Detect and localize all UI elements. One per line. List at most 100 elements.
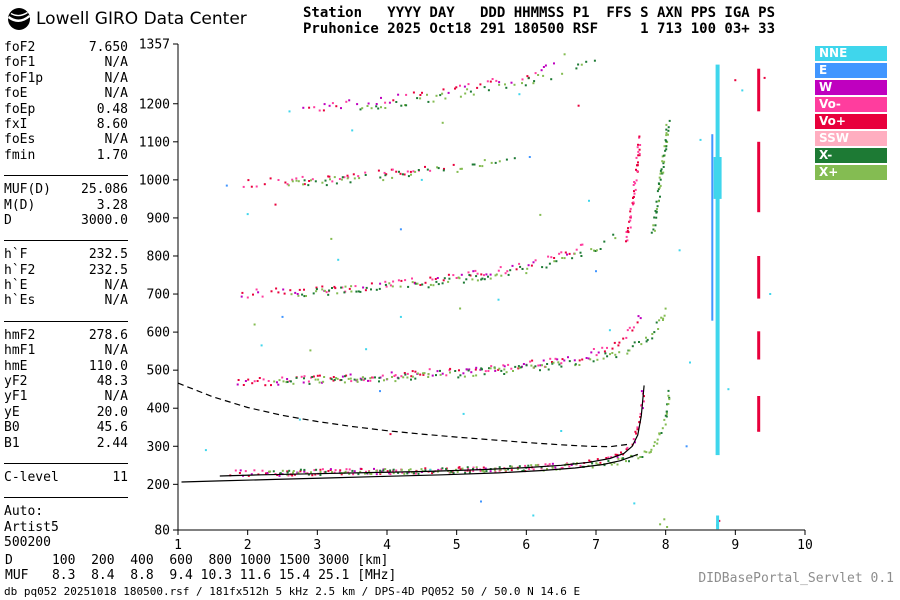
- x-tick-label: 2: [244, 538, 252, 553]
- series-f1hop-o-trace: [229, 390, 645, 477]
- parameter-row: yE 20.0: [4, 405, 128, 420]
- y-tick-label: 1357: [139, 38, 170, 53]
- parameter-value: N/A: [104, 343, 128, 359]
- distance-row: D 100 200 400 600 800 1000 1500 3000 [km…: [5, 553, 389, 568]
- series-rfi-nne-blob: [713, 157, 722, 199]
- plot-axes: [177, 44, 805, 531]
- y-tick-label: 500: [147, 364, 170, 379]
- series-f3hop-o-trace: [240, 243, 584, 299]
- y-tick-label: 800: [147, 249, 170, 264]
- x-tick-label: 5: [453, 538, 461, 553]
- series-muf-transmission-curve: [177, 382, 631, 448]
- x-tick-label: 7: [592, 538, 600, 553]
- series-f1hop-x-trace: [268, 389, 671, 476]
- x-tick-label: 10: [797, 538, 813, 553]
- parameter-value: 45.6: [96, 420, 128, 436]
- series-rfi-nne-main: [715, 64, 720, 456]
- legend-item: Vo-: [815, 97, 887, 112]
- series-trace-fit-line: [219, 385, 645, 477]
- lowell-logo-icon: [6, 6, 32, 32]
- x-tick-label: 4: [383, 538, 391, 553]
- parameter-row: foEs N/A: [4, 132, 128, 147]
- parameter-value: 278.6: [88, 327, 128, 343]
- parameter-label: h`Es: [4, 293, 36, 309]
- parameter-sidebar: foF2 7.650 foF1 N/A foF1p N/A foE N/A fo…: [4, 40, 128, 551]
- parameter-value: 48.3: [96, 374, 128, 390]
- parameter-value: 3000.0: [81, 212, 128, 228]
- autoscaling-line: 500200: [4, 535, 51, 551]
- y-tick-label: 300: [147, 440, 170, 455]
- legend-item: X-: [815, 148, 887, 163]
- parameter-label: foF2: [4, 40, 36, 55]
- series-noise-vo: [274, 76, 766, 527]
- series-f5hop-x-trace: [359, 59, 596, 111]
- series-rfi-vo-seg5: [757, 396, 761, 432]
- parameter-label: B0: [4, 420, 20, 436]
- parameter-label: D: [4, 212, 12, 228]
- x-tick-label: 1: [174, 538, 182, 553]
- parameter-row: D 3000.0: [4, 212, 128, 242]
- series-cusp-spread-o: [625, 135, 642, 243]
- parameter-label: foEp: [4, 101, 36, 117]
- parameter-row: h`Es N/A: [4, 293, 128, 322]
- parameter-row: hmF1 N/A: [4, 343, 128, 358]
- parameter-row: yF2 48.3: [4, 374, 128, 389]
- parameter-label: yF1: [4, 389, 28, 405]
- series-noise-x: [253, 53, 669, 528]
- d-muf-table: D 100 200 400 600 800 1000 1500 3000 [km…: [5, 553, 396, 583]
- legend-item: X+: [815, 165, 887, 180]
- parameter-value: 1.70: [96, 147, 128, 163]
- parameter-row: foF1 N/A: [4, 55, 128, 70]
- legend-item: Vo+: [815, 114, 887, 129]
- series-f5hop-o-trace: [302, 62, 555, 112]
- parameter-label: M(D): [4, 197, 36, 213]
- parameter-label: B1: [4, 435, 20, 451]
- parameter-label: yF2: [4, 374, 28, 390]
- series-f4hop-o-trace: [242, 163, 455, 188]
- parameter-value: 3.28: [96, 197, 128, 213]
- series-profile-line: [181, 453, 639, 483]
- parameter-label: h`E: [4, 278, 28, 294]
- parameter-value: 232.5: [88, 247, 128, 263]
- series-rfi-vo-seg3: [757, 256, 761, 299]
- parameter-label: MUF(D): [4, 182, 51, 198]
- parameter-label: h`F2: [4, 262, 36, 278]
- parameter-row: foF1p N/A: [4, 71, 128, 86]
- station-header-row: Station YYYY DAY DDD HHMMSS P1 FFS S AXN…: [303, 5, 776, 21]
- parameter-label: fxI: [4, 116, 28, 132]
- parameter-label: foF1: [4, 55, 36, 71]
- parameter-row: hmF2 278.6: [4, 328, 128, 343]
- parameter-row: h`F2 232.5: [4, 263, 128, 278]
- parameter-row: M(D) 3.28: [4, 198, 128, 213]
- parameter-value: 8.60: [96, 116, 128, 132]
- legend-item: E: [815, 63, 887, 78]
- parameter-label: hmF1: [4, 343, 36, 359]
- parameter-row: C-level 11: [4, 470, 128, 499]
- parameter-value: N/A: [104, 70, 128, 86]
- parameter-value: N/A: [104, 55, 128, 71]
- y-tick-label: 1100: [139, 135, 170, 150]
- x-tick-label: 3: [313, 538, 321, 553]
- parameter-value: 2.44: [96, 435, 128, 451]
- legend-item: NNE: [815, 46, 887, 61]
- series-f2hop-x-trace: [273, 307, 667, 385]
- series-rfi-vo-seg2: [757, 141, 761, 213]
- parameter-row: MUF(D) 25.086: [4, 182, 128, 197]
- parameter-value: 25.086: [81, 182, 128, 198]
- parameter-label: fmin: [4, 147, 36, 163]
- parameter-value: N/A: [104, 293, 128, 309]
- parameter-row: fmin 1.70: [4, 147, 128, 177]
- parameter-value: 0.48: [96, 101, 128, 117]
- y-tick-label: 80: [154, 524, 170, 539]
- y-tick-label: 700: [147, 288, 170, 303]
- y-axis-ticks: 80 200 300 400 500 600 700 800 900 1000 1100 1200 13…: [139, 38, 178, 539]
- parameter-row: foE N/A: [4, 86, 128, 101]
- parameter-row: B0 45.6: [4, 420, 128, 435]
- series-noise-e: [225, 156, 688, 503]
- y-tick-label: 600: [147, 326, 170, 341]
- servlet-version: DIDBasePortal_Servlet 0.1: [698, 571, 894, 586]
- x-tick-label: 9: [731, 538, 739, 553]
- parameter-value: 20.0: [96, 404, 128, 420]
